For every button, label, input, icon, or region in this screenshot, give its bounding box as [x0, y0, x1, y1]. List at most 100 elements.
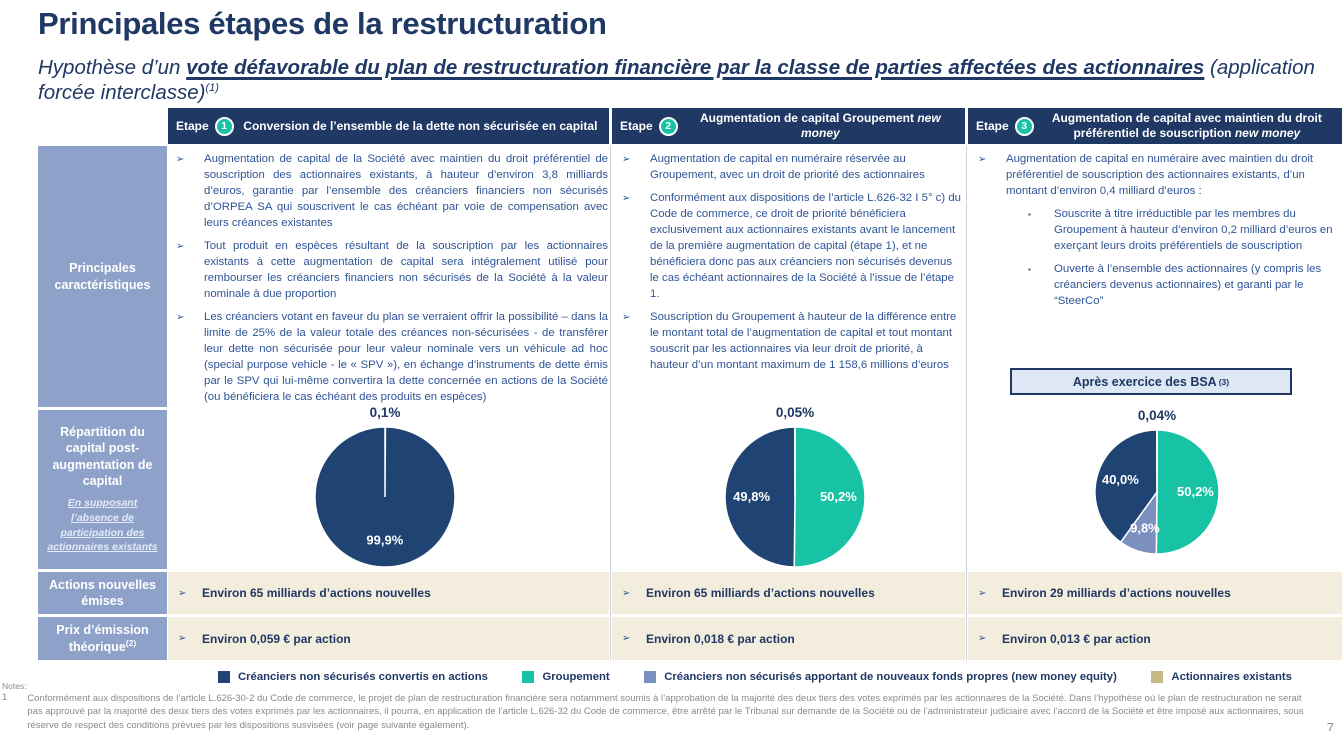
bsa-exercise-box: Après exercice des BSA (3): [1010, 368, 1292, 395]
row-label-prix-emission: Prix d’émission théorique(2): [38, 617, 167, 660]
bullet-text: Conformément aux dispositions de l’artic…: [650, 191, 961, 300]
bullet-arrow-icon: ➢: [978, 633, 987, 644]
pie-label: 49,8%: [733, 489, 770, 504]
bullet-arrow-icon: ➢: [622, 587, 631, 599]
row-label-repartition: Répartition du capital post-augmentation…: [38, 410, 167, 569]
legend-label: Actionnaires existants: [1171, 671, 1292, 683]
bullet-arrow-icon: ➢: [176, 154, 185, 165]
bullet-arrow-icon: ➢: [178, 587, 187, 599]
bullet-item: ➢ Conformément aux dispositions de l’arti…: [616, 191, 962, 303]
subtitle-emphasis: vote défavorable du plan de restructurat…: [186, 56, 1205, 79]
step-2-title: Augmentation de capital Groupement new m…: [699, 111, 941, 140]
sub-bullet-item: ▪ Souscrite à titre irréductible par les …: [1028, 207, 1340, 255]
step-2-header: Etape 2 Augmentation de capital Groupeme…: [612, 108, 965, 144]
legend-label: Créanciers non sécurisés convertis en ac…: [238, 671, 488, 683]
bullet-arrow-icon: ➢: [176, 240, 185, 252]
sub-bullet-item: ▪ Ouverte à l’ensemble des actionnaires (…: [1028, 262, 1340, 310]
bullet-item: ➢ Les créanciers votant en faveur du plan…: [170, 310, 608, 406]
bullet-arrow-icon: ➢: [176, 311, 185, 323]
step-3-characteristics: ➢ Augmentation de capital en numéraire av…: [972, 152, 1340, 317]
legend-swatch-icon: [1151, 671, 1164, 683]
prix-cell-step-3: ➢ Environ 0,013 € par action: [968, 617, 1342, 660]
bullet-arrow-icon: ➢: [622, 192, 631, 204]
prix-cell-step-2: ➢ Environ 0,018 € par action: [612, 617, 965, 660]
subtitle: Hypothèse d’un vote défavorable du plan …: [38, 56, 1324, 105]
pie-slice: [1155, 429, 1220, 555]
pie-label: 40,0%: [1102, 472, 1139, 487]
pie-label: 0,05%: [776, 405, 814, 420]
capital-pie-step-2: 50,2% 49,8% 0,05%: [724, 405, 866, 568]
column-divider: [610, 146, 611, 660]
column-divider: [966, 146, 967, 660]
legend-item: Groupement: [522, 671, 610, 683]
pie-label: 99,9%: [366, 532, 403, 547]
legend: Créanciers non sécurisés convertis en ac…: [168, 666, 1342, 688]
row-label-actions-nouvelles: Actions nouvelles émises: [38, 572, 167, 614]
step-3-title: Augmentation de capital avec maintien du…: [1051, 111, 1322, 140]
pie-slice: [314, 426, 456, 568]
bullet-arrow-icon: ➢: [622, 311, 631, 323]
footnote-number: 1: [2, 692, 8, 703]
bullet-text: Augmentation de capital en numéraire rés…: [650, 153, 925, 181]
capital-pie-step-1: 0,1% 99,9%: [314, 405, 456, 568]
page-number: 7: [1326, 720, 1334, 731]
square-bullet-icon: ▪: [1028, 264, 1031, 274]
legend-item: Créanciers non sécurisés apportant de no…: [644, 671, 1117, 683]
sub-bullet-text: Souscrite à titre irréductible par les m…: [1054, 207, 1333, 252]
bullet-text: Les créanciers votant en faveur du plan …: [204, 310, 608, 403]
page-title: Principales étapes de la restructuration: [38, 6, 607, 41]
footnote-1: 1 Conformément aux dispositions de l’art…: [2, 692, 1336, 731]
step-1-badge-icon: 1: [214, 116, 234, 136]
pie-label: 0,04%: [1138, 408, 1176, 423]
actions-cell-step-3: ➢ Environ 29 milliards d’actions nouvell…: [968, 572, 1342, 614]
etape-label: Etape: [176, 119, 209, 133]
subtitle-suffix: (application forcée interclasse): [38, 56, 1315, 104]
legend-swatch-icon: [218, 671, 230, 683]
pie-slice: [793, 426, 866, 568]
footnote-ref-3: (3): [1218, 376, 1230, 387]
legend-label: Créanciers non sécurisés apportant de no…: [664, 671, 1117, 683]
step-2-characteristics: ➢ Augmentation de capital en numéraire ré…: [616, 152, 962, 381]
step-1-characteristics: ➢ Augmentation de capital de la Société a…: [170, 152, 608, 413]
sub-bullet-text: Ouverte à l’ensemble des actionnaires (y…: [1054, 262, 1322, 307]
pie-label: 0,1%: [370, 405, 401, 420]
bullet-arrow-icon: ➢: [178, 633, 187, 644]
bullet-text: Augmentation de capital de la Société av…: [204, 153, 608, 229]
legend-item: Actionnaires existants: [1151, 671, 1292, 683]
actions-cell-step-1: ➢ Environ 65 milliards d’actions nouvell…: [168, 572, 609, 614]
capital-pie-step-3: 50,2% 9,8% 40,0% 0,04%: [1094, 408, 1220, 555]
bullet-item: ➢ Souscription du Groupement à hauteur de…: [616, 310, 962, 374]
bullet-arrow-icon: ➢: [978, 587, 987, 599]
repartition-assumption-note: En supposant l’absence de participation …: [47, 497, 158, 554]
pie-label: 9,8%: [1130, 521, 1160, 536]
bullet-item: ➢ Tout produit en espèces résultant de la…: [170, 239, 608, 303]
footnote-ref-1: (1): [205, 81, 219, 94]
step-3-header: Etape 3 Augmentation de capital avec mai…: [968, 108, 1342, 144]
etape-label: Etape: [620, 119, 653, 133]
bullet-text: Souscription du Groupement à hauteur de …: [650, 310, 957, 371]
legend-label: Groupement: [542, 671, 610, 683]
bullet-arrow-icon: ➢: [622, 154, 631, 165]
bullet-item: ➢ Augmentation de capital de la Société a…: [170, 152, 608, 232]
bullet-arrow-icon: ➢: [622, 633, 631, 644]
legend-item: Créanciers non sécurisés convertis en ac…: [218, 671, 488, 683]
pie-slice: [724, 426, 796, 568]
bullet-arrow-icon: ➢: [978, 154, 987, 165]
bullet-item: ➢ Augmentation de capital en numéraire ré…: [616, 152, 962, 184]
bullet-text: Tout produit en espèces résultant de la …: [204, 239, 608, 300]
footnote-ref-2: (2): [125, 637, 137, 648]
step-1-title: Conversion de l’ensemble de la dette non…: [243, 118, 598, 133]
actions-cell-step-2: ➢ Environ 65 milliards d’actions nouvell…: [612, 572, 965, 614]
step-1-header: Etape 1 Conversion de l’ensemble de la d…: [168, 108, 609, 144]
step-3-badge-icon: 3: [1014, 116, 1034, 136]
square-bullet-icon: ▪: [1028, 209, 1031, 219]
step-2-badge-icon: 2: [658, 116, 678, 136]
subtitle-prefix: Hypothèse d’un: [38, 56, 187, 79]
bullet-item: ➢ Augmentation de capital en numéraire av…: [972, 152, 1340, 200]
legend-swatch-icon: [522, 671, 535, 683]
pie-label: 50,2%: [1177, 484, 1214, 499]
row-label-caracteristiques: Principales caractéristiques: [38, 146, 167, 407]
prix-cell-step-1: ➢ Environ 0,059 € par action: [168, 617, 609, 660]
pie-slice: [1094, 429, 1158, 544]
